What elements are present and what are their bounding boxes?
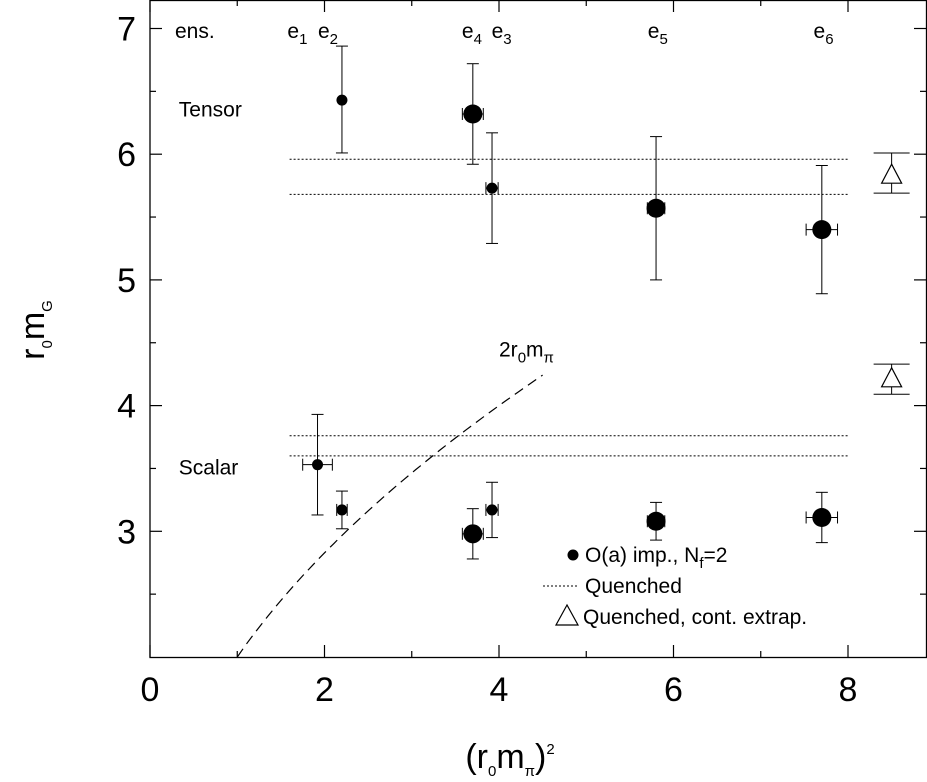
triangle-marker <box>880 162 903 184</box>
ensemble-label: e3 <box>492 20 512 48</box>
x-axis-title-mid: m <box>496 738 524 776</box>
legend-entry: Quenched, cont. extrap. <box>554 603 807 629</box>
point-marker <box>463 104 483 124</box>
quenched-bands <box>289 158 848 457</box>
extrapolated-point <box>873 152 910 194</box>
y-axis-title-sub: G <box>39 300 56 312</box>
legend-entry: O(a) imp., Nf=2 <box>567 544 727 572</box>
x-tick-label: 4 <box>490 671 509 709</box>
data-points <box>302 45 910 560</box>
ensemble-label-sub: 3 <box>503 31 511 48</box>
x-tick-label: 2 <box>315 671 334 709</box>
plot-frame <box>149 0 927 659</box>
ensemble-label-base: e <box>648 20 660 43</box>
data-point <box>646 136 666 281</box>
legend: O(a) imp., Nf=2 Quenched Quenched, cont. e… <box>543 544 807 629</box>
point-marker <box>646 198 666 218</box>
ensemble-label: e2 <box>318 20 338 48</box>
point-marker <box>486 182 498 194</box>
legend-label: Quenched <box>585 575 682 598</box>
data-point <box>646 501 666 541</box>
ensemble-label-sub: 1 <box>299 31 307 48</box>
legend-entry: Quenched <box>543 575 682 598</box>
y-axis-title-main: r <box>14 349 52 360</box>
y-tick-label: 5 <box>117 262 136 300</box>
threshold-curve-label: 2r0mπ <box>499 339 554 367</box>
x-tick-label: 0 <box>141 671 160 709</box>
data-point <box>461 63 484 165</box>
legend-label: Quenched, cont. extrap. <box>583 606 807 629</box>
data-point <box>302 413 333 516</box>
x-axis-title-main: (r <box>465 738 488 776</box>
ensemble-label-base: e <box>814 20 826 43</box>
point-marker <box>646 511 666 531</box>
legend-label-text: Quenched <box>585 575 682 598</box>
threshold-curve <box>236 374 543 658</box>
ensemble-label-sub: 6 <box>825 31 833 48</box>
point-marker <box>486 504 498 516</box>
threshold-label-mid: m <box>526 339 544 362</box>
ensemble-label: e4 <box>462 20 482 48</box>
x-axis-title-sub: 0 <box>488 763 496 780</box>
point-marker <box>312 459 324 471</box>
y-tick-label: 7 <box>117 11 136 49</box>
y-axis-title: r0mG <box>14 300 56 360</box>
data-point <box>485 481 499 539</box>
ensemble-label-sub: 2 <box>330 31 338 48</box>
point-marker <box>463 524 483 544</box>
y-axis-title-mid: m <box>14 312 52 340</box>
y-tick-label: 4 <box>117 388 136 426</box>
legend-label-text: Quenched, cont. extrap. <box>583 606 807 629</box>
ensemble-label-base: e <box>462 20 474 43</box>
x-axis-title: (r0mπ)2 <box>465 738 554 780</box>
y-tick-label: 6 <box>117 136 136 174</box>
x-axis-title-close: ) <box>535 738 546 776</box>
threshold-label-sub: 0 <box>518 350 526 367</box>
data-point <box>335 490 348 530</box>
point-marker <box>336 94 348 106</box>
ensemble-label-base: e <box>318 20 330 43</box>
data-point <box>805 491 839 544</box>
point-marker <box>812 220 832 240</box>
ensemble-header: ens. <box>175 20 215 43</box>
x-axis-title-sub: π <box>525 763 535 780</box>
data-point <box>335 45 348 154</box>
legend-label-tail: =2 <box>704 544 728 567</box>
data-point <box>805 165 839 295</box>
ensemble-label-sub: 5 <box>659 31 667 48</box>
extrapolated-point <box>873 363 910 395</box>
legend-marker-triangle <box>554 603 580 626</box>
triangle-marker <box>880 366 903 388</box>
threshold-label-sub: π <box>544 350 554 367</box>
point-marker <box>336 504 348 516</box>
point-marker <box>812 507 832 527</box>
data-point <box>461 508 484 560</box>
axis-ticks: 0 2 4 6 8 3 4 5 6 7 <box>117 0 926 709</box>
ensemble-label: e5 <box>648 20 668 48</box>
group-label: Scalar <box>179 457 239 480</box>
ensemble-label-base: e <box>287 20 299 43</box>
x-axis-title-sup: 2 <box>546 741 554 758</box>
data-point <box>485 132 499 244</box>
legend-label-sub: f <box>699 555 704 572</box>
threshold-label-main: 2r <box>499 339 518 362</box>
ensemble-label: e6 <box>814 20 834 48</box>
threshold-curve-line <box>236 374 543 658</box>
x-tick-label: 6 <box>664 671 683 709</box>
ensemble-label-base: e <box>492 20 504 43</box>
ensemble-label: e1 <box>287 20 307 48</box>
y-axis-title-sub: 0 <box>39 340 56 348</box>
y-tick-label: 3 <box>117 513 136 551</box>
plot-frame-rect <box>149 0 927 659</box>
x-tick-label: 8 <box>839 671 858 709</box>
group-label: Tensor <box>179 98 242 121</box>
ensemble-label-sub: 4 <box>474 31 482 48</box>
legend-marker-circle <box>567 549 579 561</box>
legend-label: O(a) imp., Nf=2 <box>585 544 727 572</box>
legend-label-text: O(a) imp., N <box>585 544 699 567</box>
